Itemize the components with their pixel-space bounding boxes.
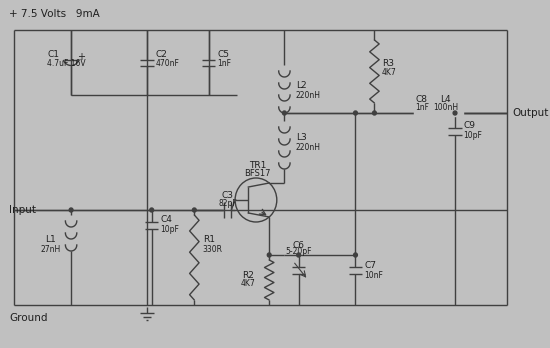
Text: +: + xyxy=(78,53,85,63)
Text: 4K7: 4K7 xyxy=(382,68,397,77)
Text: C2: C2 xyxy=(156,50,167,59)
Text: 100nH: 100nH xyxy=(433,103,458,111)
Text: C4: C4 xyxy=(160,215,172,224)
Text: 220nH: 220nH xyxy=(296,143,321,152)
Text: 470nF: 470nF xyxy=(156,59,179,68)
Text: TR1: TR1 xyxy=(249,160,267,169)
Text: L3: L3 xyxy=(296,134,306,142)
Text: 1nF: 1nF xyxy=(415,103,429,111)
Circle shape xyxy=(354,253,358,257)
Text: C3: C3 xyxy=(222,191,234,200)
Text: C5: C5 xyxy=(217,50,229,59)
Circle shape xyxy=(296,253,300,257)
Text: L4: L4 xyxy=(440,95,451,104)
Text: 10pF: 10pF xyxy=(464,130,482,140)
Text: C8: C8 xyxy=(416,95,428,104)
Text: 27nH: 27nH xyxy=(40,245,60,254)
Circle shape xyxy=(150,208,153,212)
Text: 4K7: 4K7 xyxy=(241,279,256,288)
Text: C9: C9 xyxy=(464,121,476,130)
Text: C6: C6 xyxy=(293,240,305,250)
Text: 330R: 330R xyxy=(203,245,223,254)
Text: R2: R2 xyxy=(243,270,254,279)
Text: 4.7uF 16V: 4.7uF 16V xyxy=(47,59,86,68)
Circle shape xyxy=(354,111,358,115)
Text: C1: C1 xyxy=(47,50,59,59)
Text: R1: R1 xyxy=(203,236,215,245)
Text: L1: L1 xyxy=(45,236,56,245)
Circle shape xyxy=(283,111,287,115)
Circle shape xyxy=(453,111,457,115)
Text: + 7.5 Volts   9mA: + 7.5 Volts 9mA xyxy=(9,9,100,19)
Text: Output: Output xyxy=(512,108,548,118)
Circle shape xyxy=(192,208,196,212)
Circle shape xyxy=(372,111,376,115)
Text: 10pF: 10pF xyxy=(160,226,179,235)
Circle shape xyxy=(69,208,73,212)
Text: 10nF: 10nF xyxy=(364,270,383,279)
Text: 1nF: 1nF xyxy=(217,59,231,68)
Text: 82pF: 82pF xyxy=(218,198,237,207)
Text: 220nH: 220nH xyxy=(296,90,321,100)
Text: 5-20pF: 5-20pF xyxy=(285,247,312,256)
Text: Input: Input xyxy=(9,205,36,215)
Text: BFS17: BFS17 xyxy=(245,168,271,177)
Text: C7: C7 xyxy=(364,261,376,269)
Text: R3: R3 xyxy=(382,59,394,68)
Circle shape xyxy=(267,253,271,257)
Text: Ground: Ground xyxy=(9,313,48,323)
Text: L2: L2 xyxy=(296,80,306,89)
